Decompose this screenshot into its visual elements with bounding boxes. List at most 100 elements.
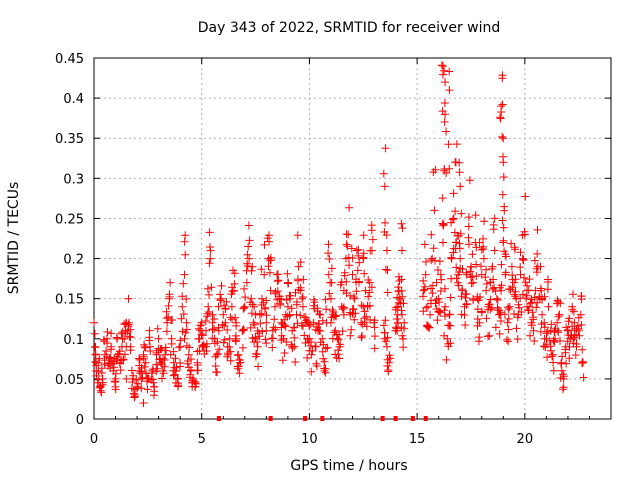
data-point xyxy=(213,349,222,358)
data-point xyxy=(193,347,202,356)
data-point xyxy=(394,286,403,295)
data-point xyxy=(419,276,428,285)
data-point xyxy=(205,259,214,268)
data-point xyxy=(521,192,530,201)
data-point xyxy=(526,299,535,308)
data-point xyxy=(211,362,220,370)
data-point xyxy=(334,350,343,359)
data-point xyxy=(125,332,134,341)
data-point xyxy=(299,275,308,284)
data-point xyxy=(398,331,407,340)
data-point xyxy=(331,326,340,335)
data-point xyxy=(444,140,453,149)
data-point xyxy=(511,245,519,254)
data-point xyxy=(91,343,100,352)
data-point xyxy=(241,293,250,302)
data-point xyxy=(94,358,103,367)
y-tick-label: 0.35 xyxy=(55,132,84,147)
data-point xyxy=(383,246,391,255)
data-point xyxy=(347,244,356,253)
grid-lines xyxy=(94,58,611,419)
data-point xyxy=(265,237,274,246)
data-point xyxy=(214,302,223,311)
data-point xyxy=(124,294,133,303)
data-point xyxy=(520,273,528,282)
data-point xyxy=(141,343,150,352)
data-point xyxy=(228,287,237,296)
data-point xyxy=(450,228,459,237)
data-point xyxy=(233,351,242,360)
data-point xyxy=(208,318,217,327)
data-point xyxy=(360,269,369,278)
data-point xyxy=(578,345,587,354)
data-point xyxy=(503,318,512,327)
x-tick-label: 10 xyxy=(301,432,318,447)
data-point xyxy=(149,378,158,387)
data-point xyxy=(462,299,471,308)
data-point xyxy=(110,377,119,386)
data-point xyxy=(465,240,473,249)
data-point xyxy=(492,294,501,303)
data-point xyxy=(262,311,271,320)
data-point xyxy=(525,275,534,284)
data-point xyxy=(234,362,243,371)
data-point xyxy=(162,327,171,336)
x-axis: 0 5 10 15 20 xyxy=(90,58,590,447)
data-point xyxy=(226,347,235,356)
data-point xyxy=(283,269,292,278)
data-point xyxy=(359,253,368,262)
data-point xyxy=(127,366,136,375)
data-point xyxy=(420,282,429,291)
data-point xyxy=(491,323,500,332)
data-point xyxy=(452,263,461,272)
data-point xyxy=(213,368,222,377)
data-point xyxy=(480,217,489,226)
outage-marker xyxy=(268,416,273,421)
data-point xyxy=(129,371,138,380)
data-point xyxy=(364,292,373,301)
data-point xyxy=(559,383,568,392)
data-point xyxy=(475,333,484,342)
data-point xyxy=(287,304,296,313)
data-point xyxy=(439,221,448,230)
data-point xyxy=(106,353,115,362)
data-point xyxy=(282,296,291,304)
data-point xyxy=(462,268,471,277)
data-point xyxy=(321,295,330,304)
data-point xyxy=(486,295,495,304)
data-point xyxy=(332,312,341,321)
data-point xyxy=(511,292,520,301)
data-point xyxy=(206,243,214,251)
data-point xyxy=(145,326,154,335)
data-point xyxy=(243,262,252,270)
data-point xyxy=(506,285,515,294)
data-point xyxy=(370,332,379,341)
data-point xyxy=(178,302,187,311)
data-point xyxy=(168,316,177,324)
data-point xyxy=(336,280,345,289)
data-point xyxy=(271,302,279,311)
data-point xyxy=(422,303,431,312)
data-point xyxy=(139,399,148,407)
x-axis-label: GPS time / hours xyxy=(290,458,407,474)
data-point xyxy=(285,310,294,319)
data-point xyxy=(292,310,301,319)
data-point xyxy=(530,256,539,265)
data-point xyxy=(205,228,214,237)
data-point xyxy=(556,299,565,308)
data-point xyxy=(164,301,173,310)
data-point xyxy=(153,324,162,333)
data-point xyxy=(216,290,225,299)
data-point xyxy=(126,325,135,334)
data-point xyxy=(339,304,348,313)
data-point xyxy=(231,313,240,322)
data-point xyxy=(103,339,112,348)
data-point xyxy=(215,345,224,354)
data-point xyxy=(427,256,436,265)
data-point xyxy=(146,347,155,355)
data-point xyxy=(472,272,481,281)
data-point xyxy=(262,339,271,348)
data-point xyxy=(508,271,517,280)
data-point xyxy=(385,351,394,360)
data-point xyxy=(495,306,503,315)
